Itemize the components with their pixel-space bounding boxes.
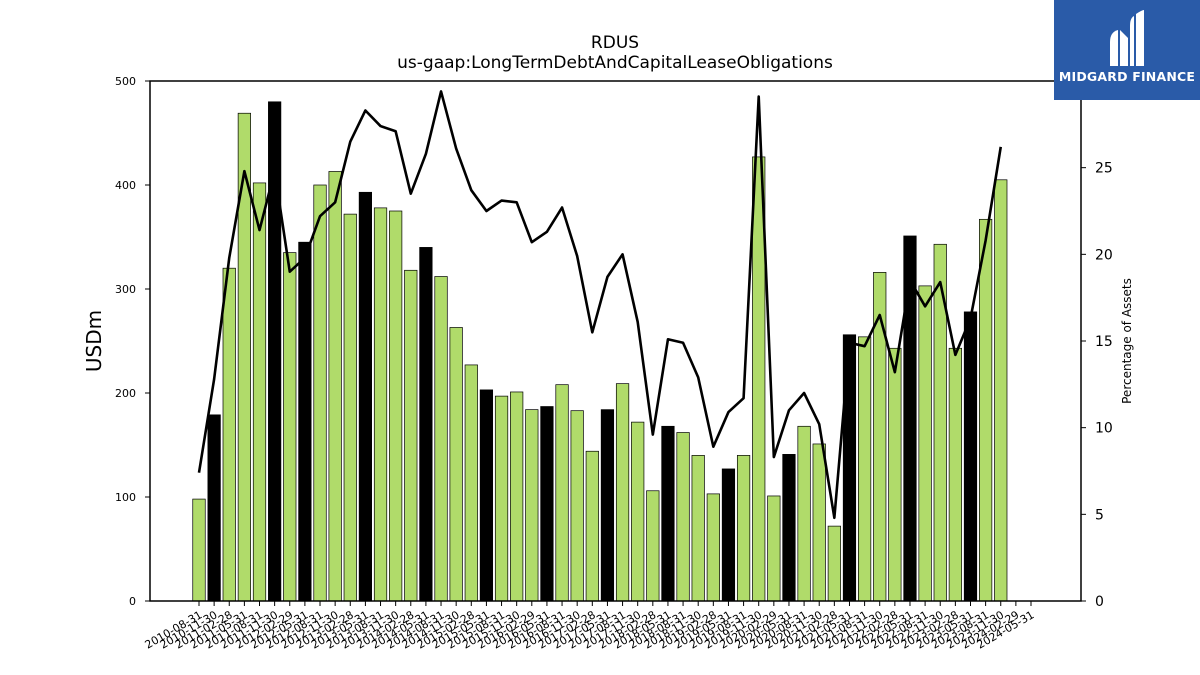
bar-2014-08-31 [434, 276, 448, 602]
bar-2022-05-31 [903, 235, 917, 602]
bar-2022-02-28 [888, 347, 902, 602]
bar-2017-05-31 [600, 409, 615, 602]
y2-tick-label: 5 [1095, 507, 1104, 523]
y-tick-label: 200 [115, 387, 136, 400]
y-axis-label: USDm [82, 310, 106, 372]
bar-2018-08-31 [676, 432, 690, 602]
logo-icon [1110, 10, 1144, 66]
ratio-line-series [197, 90, 1003, 520]
bar-2019-05-31 [721, 468, 736, 602]
x-axis: 2010-08-312010-11-302011-02-282011-05-31… [143, 601, 1037, 652]
bar-2020-08-31 [797, 425, 811, 602]
bar-2014-05-31 [419, 247, 433, 602]
y-tick-label: 0 [129, 595, 136, 608]
bar-2017-02-28 [585, 450, 599, 602]
bar-2018-02-28 [646, 490, 660, 602]
bar-2011-08-31 [252, 182, 267, 602]
bar-2023-02-28 [948, 347, 962, 602]
chart-title: RDUS [590, 33, 640, 53]
bar-2015-08-31 [494, 395, 509, 602]
y-tick-label: 500 [115, 75, 136, 88]
y-tick-label: 100 [115, 491, 136, 504]
bar-2012-02-29 [283, 252, 297, 602]
bar-2014-02-28 [404, 269, 418, 602]
y2-tick-label: 25 [1095, 161, 1113, 177]
bar-2021-02-28 [827, 525, 841, 602]
bar-2018-05-31 [661, 425, 675, 602]
bar-2013-08-31 [373, 207, 388, 602]
bar-2011-02-28 [222, 267, 236, 602]
bar-2012-05-31 [298, 241, 312, 602]
chart-subtitle: us-gaap:LongTermDebtAndCapitalLeaseOblig… [397, 53, 833, 73]
bar-2010-11-30 [207, 414, 221, 602]
bar-2013-05-31 [358, 191, 372, 602]
bar-2010-08-31 [192, 498, 206, 602]
logo-text: MIDGARD FINANCE [1058, 69, 1196, 84]
bar-2023-05-31 [963, 311, 978, 602]
bar-2018-11-30 [691, 455, 705, 602]
bar-2019-02-28 [706, 493, 720, 602]
bar-2020-11-30 [812, 443, 826, 602]
bar-2020-05-31 [782, 454, 796, 602]
y2-tick-label: 20 [1095, 247, 1113, 263]
bar-2021-05-31 [842, 334, 857, 602]
y2-axis-label: Percentage of Assets [1120, 278, 1134, 404]
bar-2016-08-31 [555, 384, 569, 602]
y-tick-label: 300 [115, 283, 136, 296]
brand-logo: MIDGARD FINANCE [1054, 0, 1200, 100]
left-axis: 0 100 200 300 400 500 [115, 75, 150, 608]
bar-2023-11-30 [994, 179, 1008, 602]
bar-2017-08-31 [615, 383, 630, 602]
bar-2019-08-31 [736, 455, 751, 602]
bar-2014-11-30 [449, 327, 463, 602]
bar-2012-08-31 [313, 184, 327, 602]
bar-2015-11-30 [510, 391, 524, 602]
y-tick-label: 400 [115, 179, 136, 192]
bar-2015-02-28 [464, 364, 478, 602]
bar-2015-05-31 [479, 389, 494, 602]
bar-2023-08-31 [979, 218, 993, 602]
bar-2021-08-31 [857, 336, 872, 602]
bar-2013-02-28 [343, 213, 357, 602]
bar-2016-11-30 [570, 410, 584, 602]
bar-2016-05-31 [540, 406, 554, 602]
y2-tick-label: 15 [1095, 334, 1113, 350]
bar-2013-11-30 [389, 210, 403, 602]
bar-2017-11-30 [631, 421, 645, 602]
bar-series [192, 101, 1008, 602]
bar-2022-08-31 [918, 285, 932, 602]
bar-2012-11-30 [328, 171, 342, 602]
ratio-line [197, 90, 1003, 520]
right-axis: 0 5 10 15 20 25 [1081, 161, 1113, 610]
bar-2016-02-29 [525, 409, 539, 602]
bar-2020-02-29 [767, 495, 781, 602]
y2-tick-label: 0 [1095, 594, 1104, 610]
y2-tick-label: 10 [1095, 421, 1113, 437]
